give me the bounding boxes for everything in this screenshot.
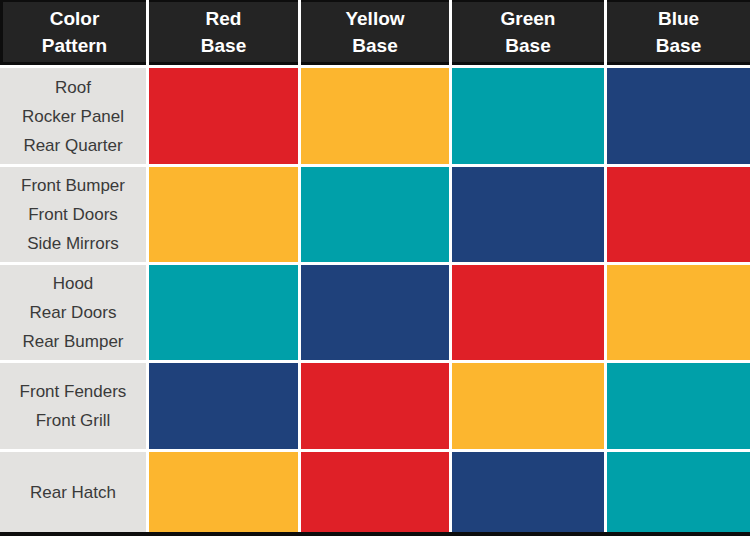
color-swatch-red: [607, 167, 750, 262]
color-swatch-navy: [452, 167, 604, 262]
color-swatch-yellow: [301, 68, 449, 164]
pattern-label-cell: Rear Hatch: [0, 452, 146, 532]
header-line: Yellow: [345, 5, 404, 32]
color-swatch-navy: [452, 452, 604, 532]
pattern-label-line: Rocker Panel: [22, 102, 124, 131]
header-line: Base: [656, 32, 701, 59]
pattern-label-cell: Front BumperFront DoorsSide Mirrors: [0, 167, 146, 262]
color-swatch-red: [452, 265, 604, 360]
header-line: Green: [501, 5, 556, 32]
color-swatch-teal: [301, 167, 449, 262]
header-line: Base: [352, 32, 397, 59]
color-swatch-navy: [607, 68, 750, 164]
header-green-base: Green Base: [452, 0, 604, 65]
color-swatch-yellow: [149, 452, 298, 532]
header-line: Red: [206, 5, 242, 32]
header-line: Blue: [658, 5, 699, 32]
header-yellow-base: Yellow Base: [301, 0, 449, 65]
pattern-label-line: Rear Bumper: [22, 327, 123, 356]
pattern-label-line: Hood: [53, 269, 94, 298]
color-swatch-teal: [607, 363, 750, 449]
color-swatch-navy: [149, 363, 298, 449]
header-red-base: Red Base: [149, 0, 298, 65]
color-swatch-teal: [149, 265, 298, 360]
color-swatch-teal: [452, 68, 604, 164]
pattern-label-cell: Front FendersFront Grill: [0, 363, 146, 449]
pattern-label-line: Front Grill: [36, 406, 111, 435]
color-swatch-yellow: [149, 167, 298, 262]
color-swatch-navy: [301, 265, 449, 360]
pattern-label-line: Side Mirrors: [27, 229, 119, 258]
pattern-label-line: Roof: [55, 73, 91, 102]
pattern-label-cell: HoodRear DoorsRear Bumper: [0, 265, 146, 360]
header-line: Base: [505, 32, 550, 59]
pattern-label-line: Front Doors: [28, 200, 118, 229]
color-swatch-red: [149, 68, 298, 164]
table-grid: Color Pattern Red Base Yellow Base Green…: [0, 0, 750, 532]
header-line: Pattern: [42, 32, 107, 59]
header-color-pattern: Color Pattern: [0, 0, 146, 65]
pattern-label-cell: RoofRocker PanelRear Quarter: [0, 68, 146, 164]
pattern-label-line: Rear Hatch: [30, 478, 116, 507]
header-line: Base: [201, 32, 246, 59]
header-line: Color: [50, 5, 100, 32]
color-swatch-yellow: [452, 363, 604, 449]
color-swatch-yellow: [607, 265, 750, 360]
color-swatch-teal: [607, 452, 750, 532]
pattern-label-line: Rear Doors: [30, 298, 117, 327]
pattern-label-line: Front Bumper: [21, 171, 125, 200]
color-swatch-red: [301, 452, 449, 532]
pattern-label-line: Front Fenders: [20, 377, 127, 406]
pattern-label-line: Rear Quarter: [23, 131, 122, 160]
color-pattern-table: Color Pattern Red Base Yellow Base Green…: [0, 0, 750, 536]
color-swatch-red: [301, 363, 449, 449]
header-blue-base: Blue Base: [607, 0, 750, 65]
